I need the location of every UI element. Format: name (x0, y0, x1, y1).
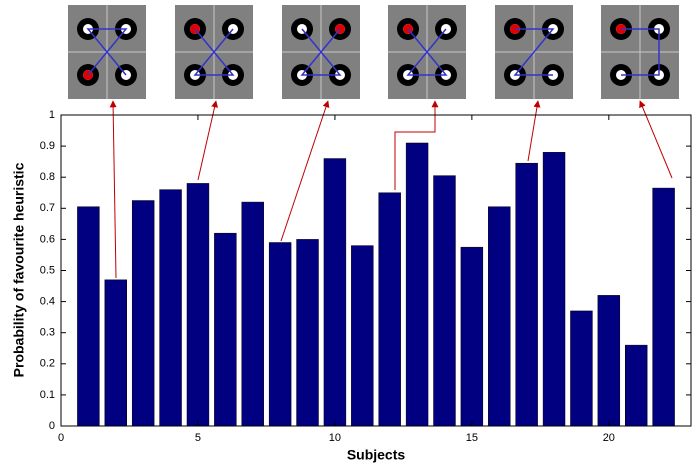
y-tick-label: 0.9 (40, 140, 55, 152)
bar (542, 152, 566, 427)
bar (131, 200, 155, 427)
bar (378, 192, 401, 427)
x-axis-label: Subjects (347, 447, 406, 463)
bar (488, 206, 511, 427)
bar (214, 232, 237, 427)
x-tick-label: 5 (195, 432, 201, 444)
y-tick-label: 0.5 (40, 264, 55, 276)
y-tick-label: 0.7 (40, 202, 55, 214)
bar (351, 245, 374, 427)
inset-path (513, 28, 555, 76)
y-tick-label: 0.2 (40, 358, 55, 370)
axes-box (60, 114, 692, 427)
y-tick-label: 0.4 (40, 296, 55, 308)
bar (104, 279, 127, 427)
y-tick-label: 1 (49, 109, 55, 121)
arrow (280, 100, 330, 242)
x-tick-label: 10 (329, 432, 341, 444)
x-tick-label: 20 (603, 432, 615, 444)
bar (515, 162, 538, 427)
arrow (109, 100, 117, 279)
arrow (394, 100, 439, 190)
arrow (527, 100, 541, 162)
x-tick-label: 0 (58, 432, 64, 444)
inset-path (621, 28, 660, 76)
bar (460, 246, 484, 427)
y-tick-label: 0.1 (40, 389, 55, 401)
bar (186, 183, 210, 427)
y-tick-label: 0.3 (40, 327, 55, 339)
y-tick-label: 0.8 (40, 171, 55, 183)
y-tick-label: 0 (49, 420, 55, 432)
y-tick-label: 0.6 (40, 233, 55, 245)
bar (433, 175, 456, 427)
arrows (109, 100, 673, 279)
inset-path (193, 28, 235, 76)
inset-path (300, 28, 342, 76)
bar (652, 187, 675, 427)
inset-images (68, 5, 679, 99)
bar (570, 310, 593, 427)
bar (323, 158, 347, 427)
bar (296, 239, 319, 427)
arrow (197, 100, 219, 181)
inset-path (406, 28, 448, 76)
inset-path (86, 28, 128, 76)
bar (405, 142, 429, 427)
arrow (639, 100, 673, 179)
bar (268, 242, 292, 427)
bar (159, 189, 182, 427)
x-tick-label: 15 (466, 432, 478, 444)
bar (241, 201, 264, 427)
bar (625, 344, 648, 427)
bar (597, 295, 621, 427)
y-axis-label: Probability of favourite heuristic (11, 162, 27, 377)
bar (77, 206, 100, 427)
